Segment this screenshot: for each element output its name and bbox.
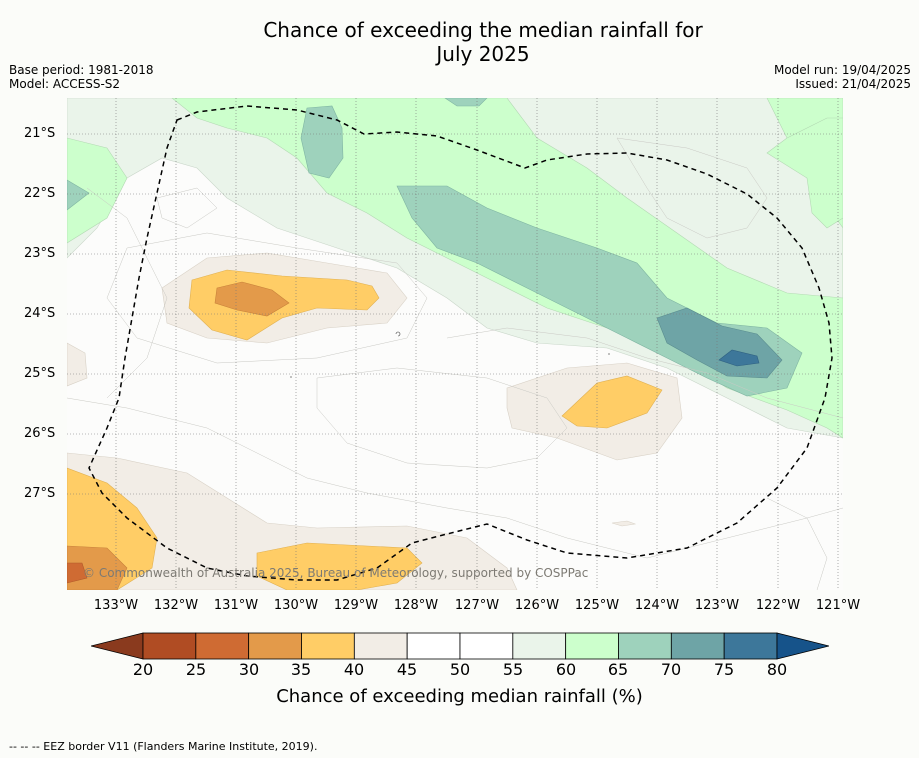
map-gridlines [67,98,843,590]
contour-35-40-d [256,542,423,590]
lon-label-122: 122°W [755,598,801,613]
contour-40-45-d [67,342,88,387]
model-name: Model: ACCESS-S2 [9,77,121,91]
lat-label-27: 27°S [24,486,56,501]
contour-75-80 [718,349,760,367]
lon-label-133: 133°W [93,598,139,613]
colorbar-segment [723,632,778,660]
lat-label-23: 23°S [24,246,56,261]
colorbar-segment [565,632,619,660]
lon-label-130: 130°W [273,598,319,613]
colorbar-tick: 70 [660,660,682,679]
colorbar-tick: 65 [607,660,629,679]
contour-65-70-north [300,105,344,179]
colorbar-segment [142,632,197,660]
colorbar-tick: 55 [502,660,524,679]
colorbar-tick: 40 [343,660,365,679]
contour-30-35-c [67,562,88,584]
lon-label-125: 125°W [574,598,620,613]
small-marks [290,331,637,527]
lon-label-131: 131°W [213,598,259,613]
title-line-2: July 2025 [436,42,530,66]
meta-right: Model run: 19/04/2025 Issued: 21/04/2025 [774,63,911,91]
eez-border [88,105,833,581]
contour-60-65-east [766,117,843,229]
contour-55-60 [67,98,843,439]
lon-label-124: 124°W [634,598,680,613]
contour-35-40-b [561,375,663,429]
model-run: Model run: 19/04/2025 [773,63,911,77]
colorbar-segment [301,632,355,660]
lon-label-132: 132°W [153,598,199,613]
lon-label-126: 126°W [514,598,560,613]
colorbar-tick: 75 [713,660,735,679]
contour-30-35-a [214,281,290,317]
contour-65-70-west-edge [67,179,90,211]
colorbar-tick: 30 [238,660,260,679]
footer-note: -- -- -- EEZ border V11 (Flanders Marine… [9,740,318,753]
lon-label-123: 123°W [694,598,740,613]
colorbar-tick: 20 [132,660,154,679]
colorbar-segment [406,632,461,660]
map-title: Chance of exceeding the median rainfall … [0,18,919,66]
colorbar-label: Chance of exceeding median rainfall (%) [276,686,643,707]
colorbar-tick: 35 [290,660,312,679]
colorbar-tick: 45 [396,660,418,679]
lon-label-127: 127°W [454,598,500,613]
colorbar-segment [195,632,250,660]
copyright-notice: © Commonwealth of Australia 2025, Bureau… [83,566,589,580]
lat-label-24: 24°S [24,306,56,321]
rainfall-map [67,98,843,590]
colorbar-tick: 50 [449,660,471,679]
colorbar-tick: 25 [185,660,207,679]
contour-lines [67,137,843,590]
colorbar-graphic [90,632,830,660]
meta-left: Base period: 1981-2018 Model: ACCESS-S2 [9,63,154,91]
colorbar-tick: 80 [766,660,788,679]
lon-label-129: 129°W [333,598,379,613]
colorbar [90,632,830,660]
colorbar-segment [618,632,672,660]
colorbar-segment [459,632,514,660]
lat-label-26: 26°S [24,426,56,441]
colorbar-segment [512,632,567,660]
base-period: Base period: 1981-2018 [9,63,154,77]
colorbar-tick: 60 [555,660,577,679]
lat-label-21: 21°S [24,126,56,141]
issued-date: Issued: 21/04/2025 [795,77,911,91]
colorbar-segment [353,632,408,660]
lat-label-22: 22°S [24,186,56,201]
lon-label-121: 121°W [815,598,861,613]
map-panel [67,98,843,590]
title-line-1: Chance of exceeding the median rainfall … [263,18,703,42]
colorbar-segment [670,632,725,660]
colorbar-extend-high [776,632,830,660]
lon-label-128: 128°W [393,598,439,613]
colorbar-segment [248,632,302,660]
contour-60-65-west [67,137,128,244]
colorbar-extend-low [90,632,144,660]
lat-label-25: 25°S [24,366,56,381]
contour-65-70-top [444,98,488,107]
